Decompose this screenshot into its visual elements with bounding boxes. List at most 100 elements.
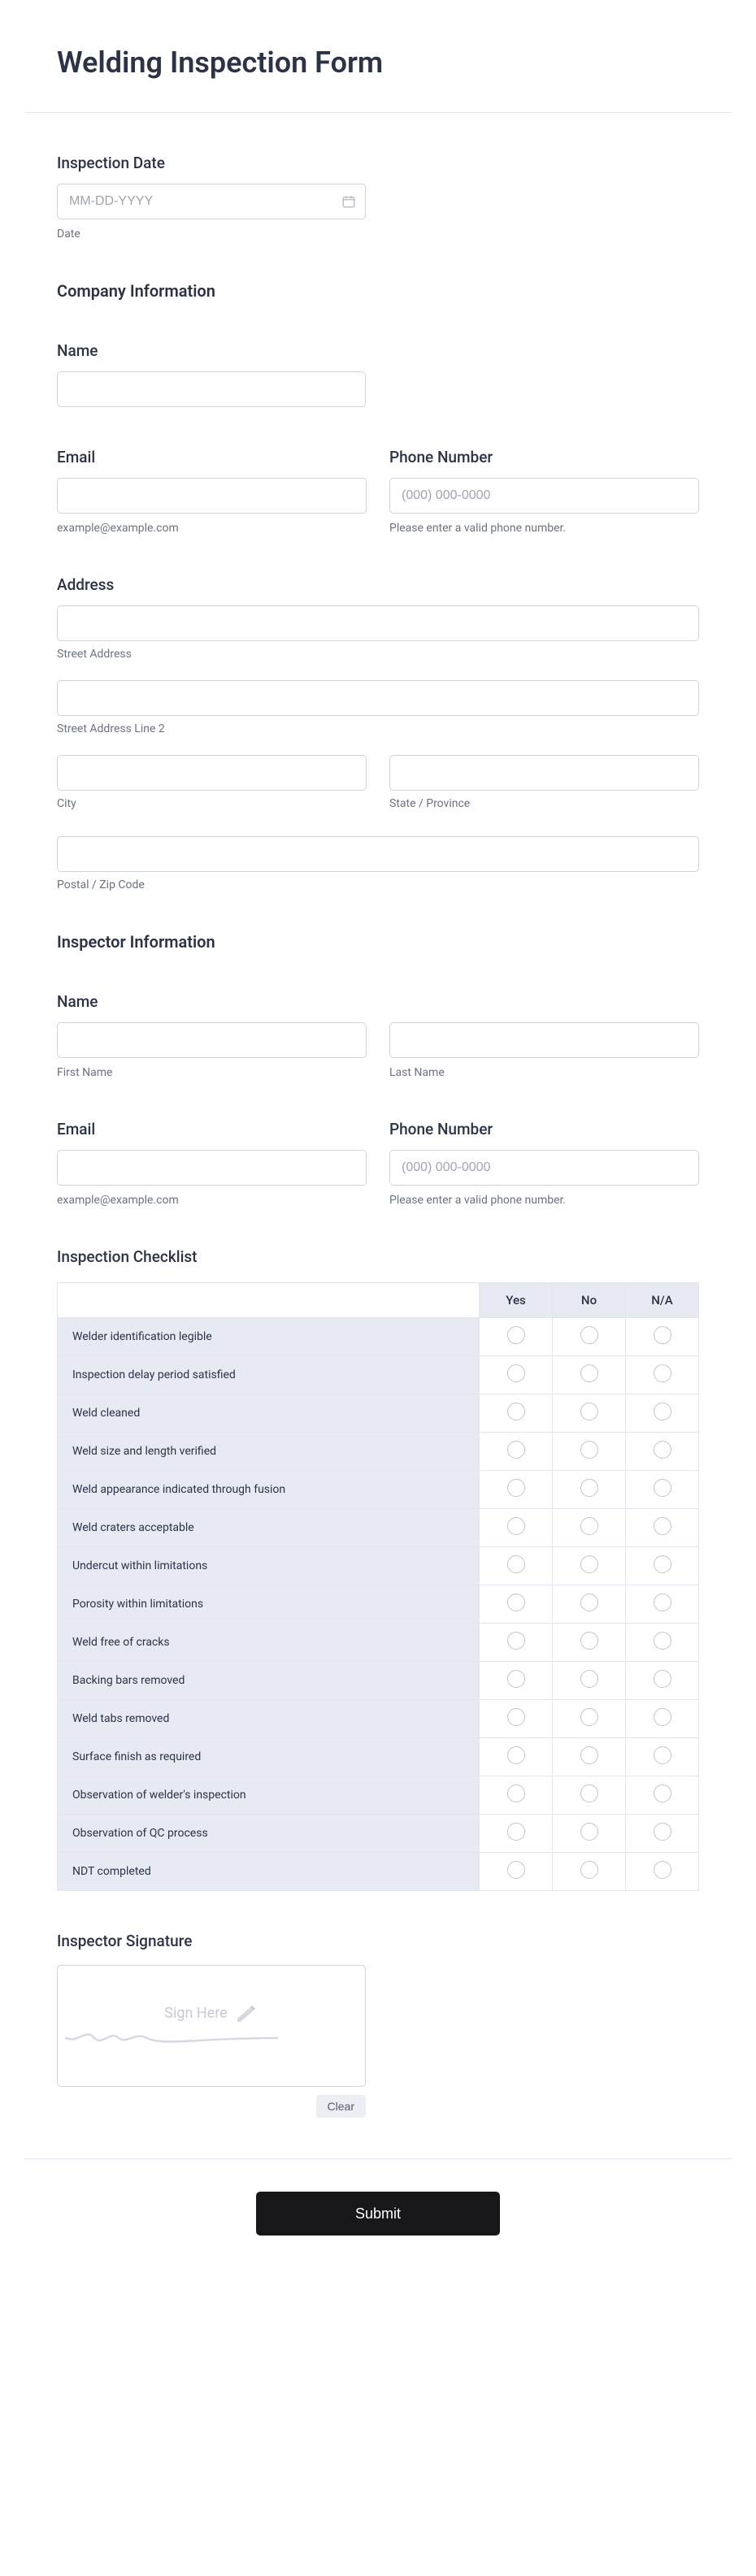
checklist-radio-cell[interactable] [626,1624,699,1662]
radio-icon[interactable] [507,1555,525,1573]
checklist-radio-cell[interactable] [626,1853,699,1891]
radio-icon[interactable] [654,1555,671,1573]
radio-icon[interactable] [654,1823,671,1841]
radio-icon[interactable] [580,1746,598,1764]
radio-icon[interactable] [654,1326,671,1344]
radio-icon[interactable] [580,1517,598,1535]
checklist-radio-cell[interactable] [480,1853,553,1891]
checklist-radio-cell[interactable] [553,1509,626,1547]
signature-pad[interactable]: Sign Here [57,1965,366,2087]
checklist-radio-cell[interactable] [480,1471,553,1509]
radio-icon[interactable] [654,1403,671,1420]
submit-button[interactable]: Submit [256,2192,500,2236]
radio-icon[interactable] [580,1708,598,1726]
checklist-radio-cell[interactable] [553,1471,626,1509]
checklist-radio-cell[interactable] [480,1815,553,1853]
checklist-radio-cell[interactable] [480,1700,553,1738]
radio-icon[interactable] [580,1555,598,1573]
radio-icon[interactable] [580,1861,598,1879]
checklist-radio-cell[interactable] [553,1776,626,1815]
radio-icon[interactable] [654,1364,671,1382]
checklist-radio-cell[interactable] [553,1356,626,1394]
radio-icon[interactable] [507,1326,525,1344]
checklist-radio-cell[interactable] [553,1700,626,1738]
checklist-radio-cell[interactable] [553,1853,626,1891]
radio-icon[interactable] [654,1708,671,1726]
checklist-radio-cell[interactable] [626,1547,699,1585]
radio-icon[interactable] [654,1746,671,1764]
radio-icon[interactable] [580,1326,598,1344]
checklist-radio-cell[interactable] [553,1394,626,1433]
street-address-2-input[interactable] [57,680,699,716]
checklist-radio-cell[interactable] [480,1356,553,1394]
radio-icon[interactable] [580,1441,598,1459]
checklist-radio-cell[interactable] [626,1815,699,1853]
checklist-radio-cell[interactable] [626,1433,699,1471]
checklist-radio-cell[interactable] [480,1776,553,1815]
radio-icon[interactable] [654,1670,671,1688]
radio-icon[interactable] [507,1364,525,1382]
radio-icon[interactable] [507,1785,525,1802]
checklist-radio-cell[interactable] [553,1815,626,1853]
street-address-input[interactable] [57,605,699,641]
radio-icon[interactable] [654,1441,671,1459]
inspection-date-input[interactable] [57,184,366,219]
checklist-radio-cell[interactable] [626,1509,699,1547]
checklist-radio-cell[interactable] [626,1585,699,1624]
checklist-radio-cell[interactable] [626,1318,699,1356]
checklist-radio-cell[interactable] [480,1318,553,1356]
inspector-last-name-input[interactable] [389,1022,699,1058]
checklist-radio-cell[interactable] [480,1585,553,1624]
checklist-radio-cell[interactable] [626,1662,699,1700]
inspector-email-input[interactable] [57,1150,367,1186]
radio-icon[interactable] [507,1441,525,1459]
radio-icon[interactable] [507,1708,525,1726]
checklist-radio-cell[interactable] [553,1585,626,1624]
postal-input[interactable] [57,836,699,872]
inspector-phone-input[interactable] [389,1150,699,1186]
checklist-radio-cell[interactable] [626,1700,699,1738]
checklist-radio-cell[interactable] [626,1356,699,1394]
radio-icon[interactable] [580,1632,598,1650]
checklist-radio-cell[interactable] [553,1318,626,1356]
radio-icon[interactable] [507,1861,525,1879]
company-email-input[interactable] [57,478,367,514]
radio-icon[interactable] [507,1479,525,1497]
radio-icon[interactable] [580,1823,598,1841]
radio-icon[interactable] [654,1632,671,1650]
city-input[interactable] [57,755,367,791]
checklist-radio-cell[interactable] [553,1433,626,1471]
radio-icon[interactable] [580,1364,598,1382]
radio-icon[interactable] [580,1785,598,1802]
radio-icon[interactable] [507,1594,525,1611]
radio-icon[interactable] [507,1632,525,1650]
radio-icon[interactable] [507,1517,525,1535]
checklist-radio-cell[interactable] [553,1662,626,1700]
radio-icon[interactable] [507,1670,525,1688]
checklist-radio-cell[interactable] [480,1509,553,1547]
checklist-radio-cell[interactable] [626,1471,699,1509]
radio-icon[interactable] [654,1594,671,1611]
checklist-radio-cell[interactable] [480,1433,553,1471]
calendar-icon[interactable] [341,194,356,209]
radio-icon[interactable] [654,1785,671,1802]
checklist-radio-cell[interactable] [480,1547,553,1585]
checklist-radio-cell[interactable] [626,1394,699,1433]
checklist-radio-cell[interactable] [480,1624,553,1662]
radio-icon[interactable] [580,1479,598,1497]
company-phone-input[interactable] [389,478,699,514]
checklist-radio-cell[interactable] [553,1547,626,1585]
radio-icon[interactable] [654,1517,671,1535]
inspector-first-name-input[interactable] [57,1022,367,1058]
radio-icon[interactable] [654,1861,671,1879]
checklist-radio-cell[interactable] [626,1776,699,1815]
checklist-radio-cell[interactable] [553,1624,626,1662]
company-name-input[interactable] [57,371,366,407]
checklist-radio-cell[interactable] [480,1738,553,1776]
radio-icon[interactable] [654,1479,671,1497]
signature-clear-button[interactable]: Clear [316,2095,366,2118]
checklist-radio-cell[interactable] [480,1394,553,1433]
checklist-radio-cell[interactable] [553,1738,626,1776]
checklist-radio-cell[interactable] [480,1662,553,1700]
checklist-radio-cell[interactable] [626,1738,699,1776]
